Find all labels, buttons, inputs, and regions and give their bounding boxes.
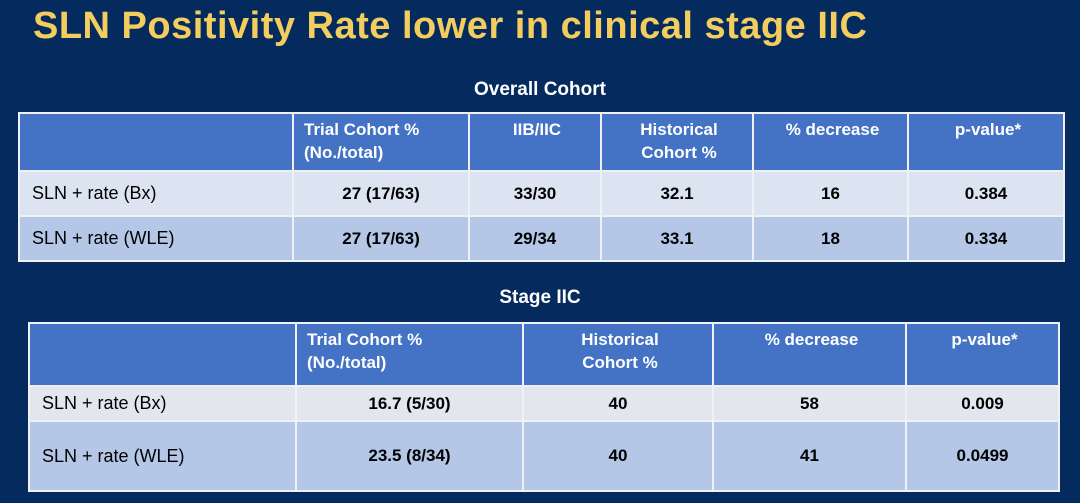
slide-title: SLN Positivity Rate lower in clinical st… [33, 5, 868, 47]
cell-iib-iic: 33/30 [468, 170, 602, 217]
cell-p-value: 0.009 [905, 385, 1060, 422]
cell-iib-iic: 29/34 [468, 215, 602, 262]
header-cell-percent-decrease: % decrease [752, 112, 909, 172]
row-label: SLN + rate (Bx) [28, 385, 297, 422]
row-label: SLN + rate (WLE) [18, 215, 294, 262]
table-row-sln-bx: SLN + rate (Bx) 27 (17/63) 33/30 32.1 16… [18, 170, 1065, 217]
header-row: Trial Cohort % (No./total) IIB/IIC Histo… [18, 112, 1065, 172]
cell-historical-cohort: 40 [522, 385, 714, 422]
header-cell-historical-cohort: Historical Cohort % [600, 112, 754, 172]
cell-percent-decrease: 58 [712, 385, 907, 422]
cell-percent-decrease: 18 [752, 215, 909, 262]
cell-percent-decrease: 41 [712, 420, 907, 492]
header-cell-percent-decrease: % decrease [712, 322, 907, 387]
header-cell-trial-cohort: Trial Cohort % (No./total) [295, 322, 524, 387]
header-cell-empty [18, 112, 294, 172]
header-row: Trial Cohort % (No./total) Historical Co… [28, 322, 1060, 387]
cell-percent-decrease: 16 [752, 170, 909, 217]
row-label: SLN + rate (Bx) [18, 170, 294, 217]
stage-iic-table: Trial Cohort % (No./total) Historical Co… [28, 322, 1060, 492]
cell-p-value: 0.0499 [905, 420, 1060, 492]
cell-historical-cohort: 32.1 [600, 170, 754, 217]
table-row-sln-wle: SLN + rate (WLE) 27 (17/63) 29/34 33.1 1… [18, 215, 1065, 262]
overall-cohort-caption: Overall Cohort [474, 79, 606, 100]
row-label: SLN + rate (WLE) [28, 420, 297, 492]
table-row-sln-bx: SLN + rate (Bx) 16.7 (5/30) 40 58 0.009 [28, 385, 1060, 422]
cell-trial-cohort: 27 (17/63) [292, 215, 470, 262]
cell-trial-cohort: 16.7 (5/30) [295, 385, 524, 422]
cell-trial-cohort: 27 (17/63) [292, 170, 470, 217]
cell-trial-cohort: 23.5 (8/34) [295, 420, 524, 492]
header-cell-historical-cohort: Historical Cohort % [522, 322, 714, 387]
cell-historical-cohort: 33.1 [600, 215, 754, 262]
cell-historical-cohort: 40 [522, 420, 714, 492]
header-cell-iib-iic: IIB/IIC [468, 112, 602, 172]
table-row-sln-wle: SLN + rate (WLE) 23.5 (8/34) 40 41 0.049… [28, 420, 1060, 492]
stage-iic-caption: Stage IIC [499, 287, 581, 308]
header-cell-p-value: p-value* [905, 322, 1060, 387]
header-cell-trial-cohort: Trial Cohort % (No./total) [292, 112, 470, 172]
header-cell-empty [28, 322, 297, 387]
cell-p-value: 0.384 [907, 170, 1065, 217]
cell-p-value: 0.334 [907, 215, 1065, 262]
overall-cohort-table: Trial Cohort % (No./total) IIB/IIC Histo… [18, 112, 1065, 262]
header-cell-p-value: p-value* [907, 112, 1065, 172]
